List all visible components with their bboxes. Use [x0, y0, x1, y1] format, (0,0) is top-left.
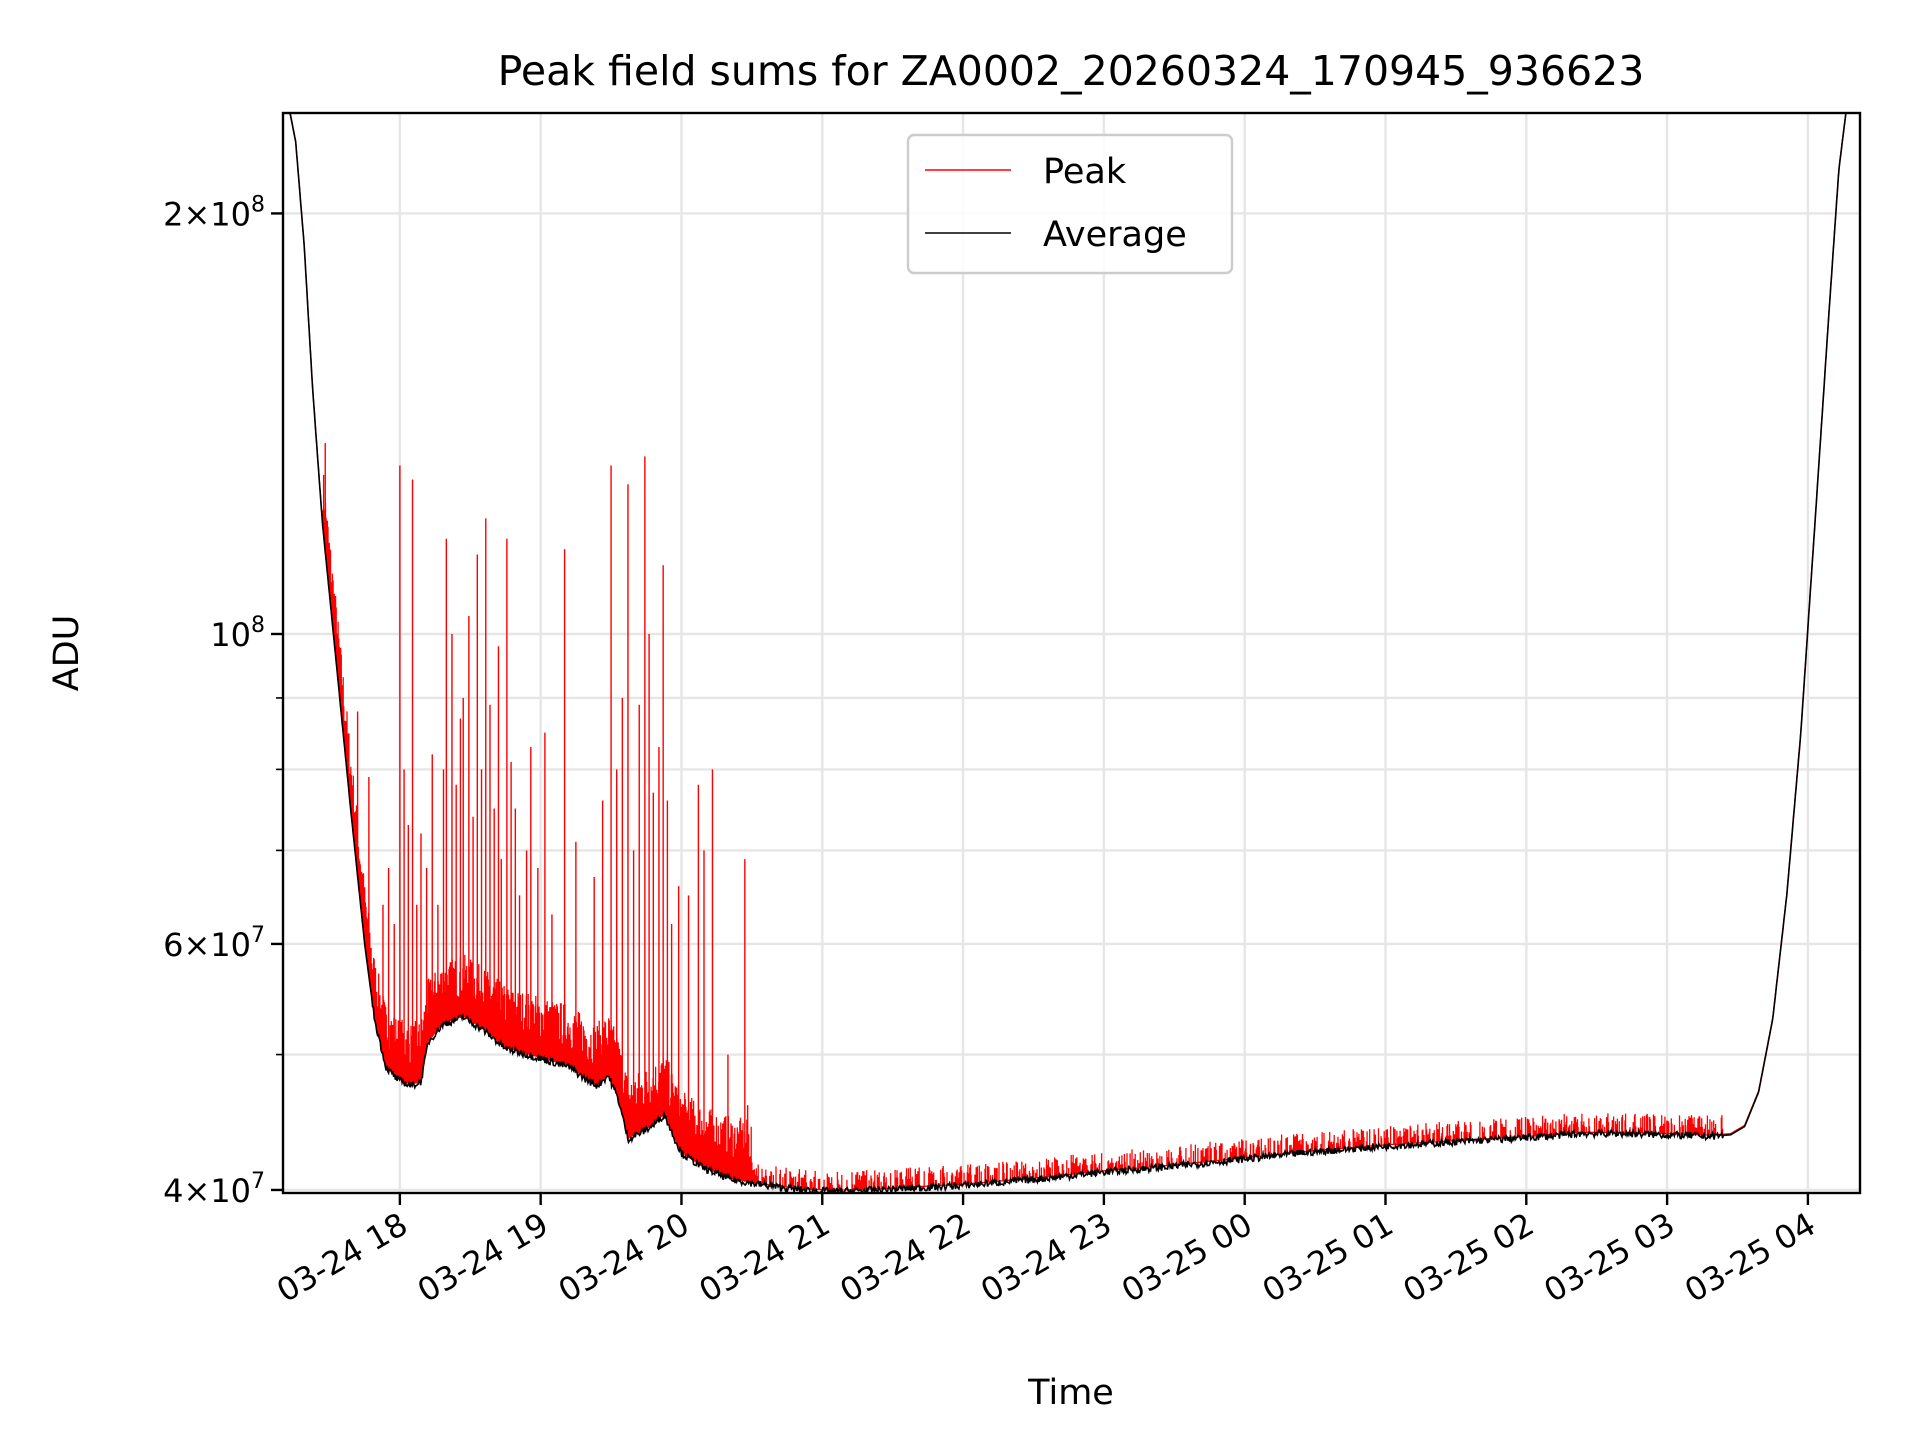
plot-area-frame: [281, 111, 1862, 1195]
y-tick-label: 4×107: [163, 1169, 265, 1210]
y-tick-base: 6×10: [163, 926, 251, 964]
grid-lines: [283, 113, 1860, 1193]
y-tick-exponent: 7: [251, 923, 265, 948]
average-series-line: [283, 113, 1860, 1193]
y-tick-exponent: 8: [251, 192, 265, 217]
chart-title: Peak field sums for ZA0002_20260324_1709…: [498, 47, 1645, 95]
y-tick-label: 6×107: [163, 923, 265, 964]
y-axis-label: ADU: [47, 615, 87, 692]
legend: Peak Average: [906, 133, 1234, 275]
x-axis-label: Time: [1027, 1373, 1114, 1413]
y-tick-exponent: 7: [251, 1169, 265, 1194]
y-tick-exponent: 8: [251, 613, 265, 638]
legend-peak-label: Peak: [1043, 152, 1127, 192]
y-tick-label: 108: [210, 613, 265, 654]
y-tick-base: 10: [210, 616, 251, 654]
legend-average-label: Average: [1043, 215, 1187, 255]
y-tick-base: 2×10: [163, 195, 251, 233]
y-tick-label: 2×108: [163, 192, 265, 233]
y-tick-base: 4×10: [163, 1172, 251, 1210]
plot-series: [283, 113, 1860, 1193]
